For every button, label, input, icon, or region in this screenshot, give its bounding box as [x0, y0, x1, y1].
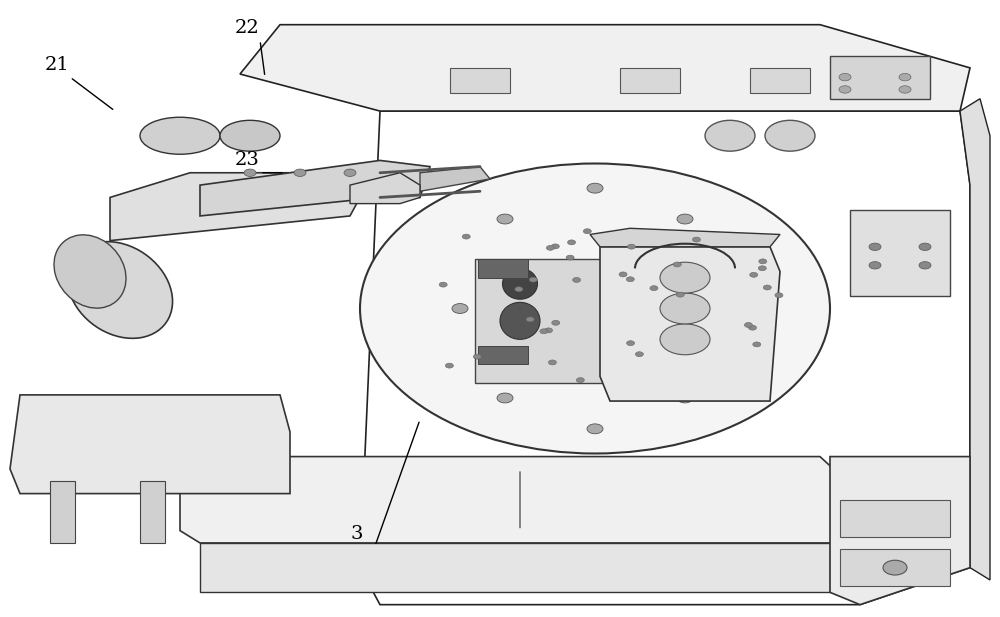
Polygon shape: [590, 228, 780, 247]
Circle shape: [452, 304, 468, 313]
Circle shape: [705, 120, 755, 151]
Ellipse shape: [500, 302, 540, 339]
Circle shape: [540, 329, 548, 334]
Circle shape: [660, 293, 710, 324]
Circle shape: [568, 240, 576, 245]
Circle shape: [360, 164, 830, 453]
Circle shape: [753, 342, 761, 347]
Circle shape: [692, 237, 700, 242]
Polygon shape: [200, 543, 830, 592]
Bar: [830, 56, 930, 99]
Circle shape: [566, 255, 574, 260]
Circle shape: [722, 304, 738, 313]
Circle shape: [445, 363, 453, 368]
Circle shape: [551, 244, 559, 249]
Ellipse shape: [140, 117, 220, 154]
Bar: [478, 346, 528, 364]
Polygon shape: [350, 173, 420, 204]
Text: 22: 22: [235, 19, 260, 37]
Circle shape: [759, 259, 767, 264]
Polygon shape: [600, 247, 780, 401]
Ellipse shape: [54, 235, 126, 308]
Circle shape: [497, 393, 513, 403]
Circle shape: [883, 560, 907, 575]
Bar: [620, 68, 680, 93]
Bar: [840, 500, 950, 537]
Circle shape: [635, 352, 643, 357]
Text: 21: 21: [45, 56, 70, 74]
Ellipse shape: [67, 242, 173, 338]
Circle shape: [660, 262, 710, 293]
Circle shape: [583, 229, 591, 234]
Text: 3: 3: [350, 524, 362, 543]
Bar: [50, 481, 75, 543]
Polygon shape: [830, 457, 970, 605]
Circle shape: [473, 354, 481, 359]
Circle shape: [660, 324, 710, 355]
Circle shape: [839, 73, 851, 81]
Bar: [478, 259, 528, 278]
Bar: [840, 549, 950, 586]
Circle shape: [573, 278, 581, 283]
Circle shape: [749, 325, 757, 330]
Polygon shape: [10, 395, 290, 494]
Circle shape: [839, 86, 851, 93]
Circle shape: [344, 169, 356, 176]
Bar: [750, 68, 810, 93]
Circle shape: [677, 393, 693, 403]
Circle shape: [676, 292, 684, 297]
Circle shape: [919, 262, 931, 269]
Circle shape: [650, 286, 658, 291]
Circle shape: [626, 277, 634, 282]
Circle shape: [750, 272, 758, 277]
Circle shape: [545, 328, 553, 333]
Circle shape: [775, 292, 783, 297]
Circle shape: [462, 234, 470, 239]
Bar: [140, 481, 165, 543]
Polygon shape: [420, 167, 490, 191]
Bar: [450, 68, 510, 93]
Circle shape: [576, 378, 584, 383]
Circle shape: [515, 287, 523, 292]
Circle shape: [744, 323, 752, 328]
Polygon shape: [180, 457, 860, 543]
Circle shape: [546, 246, 554, 251]
Circle shape: [869, 243, 881, 251]
Circle shape: [619, 272, 627, 277]
Circle shape: [294, 169, 306, 176]
Bar: [850, 210, 950, 296]
Circle shape: [529, 277, 537, 282]
Circle shape: [869, 262, 881, 269]
Circle shape: [552, 320, 560, 325]
Circle shape: [899, 73, 911, 81]
Circle shape: [548, 360, 556, 365]
Circle shape: [627, 341, 635, 346]
Polygon shape: [240, 25, 970, 111]
Circle shape: [899, 86, 911, 93]
Circle shape: [439, 282, 447, 287]
Circle shape: [758, 266, 766, 271]
Ellipse shape: [503, 268, 538, 299]
Polygon shape: [110, 173, 360, 241]
Circle shape: [763, 285, 771, 290]
Circle shape: [587, 183, 603, 193]
Ellipse shape: [220, 120, 280, 151]
Circle shape: [919, 243, 931, 251]
Polygon shape: [200, 160, 430, 216]
Circle shape: [677, 214, 693, 224]
Text: 23: 23: [235, 151, 260, 170]
Circle shape: [526, 317, 534, 322]
FancyBboxPatch shape: [475, 259, 620, 383]
Circle shape: [497, 214, 513, 224]
Circle shape: [244, 169, 256, 176]
Circle shape: [627, 244, 635, 249]
Polygon shape: [960, 99, 990, 580]
Circle shape: [673, 262, 681, 267]
Circle shape: [587, 424, 603, 434]
Circle shape: [765, 120, 815, 151]
